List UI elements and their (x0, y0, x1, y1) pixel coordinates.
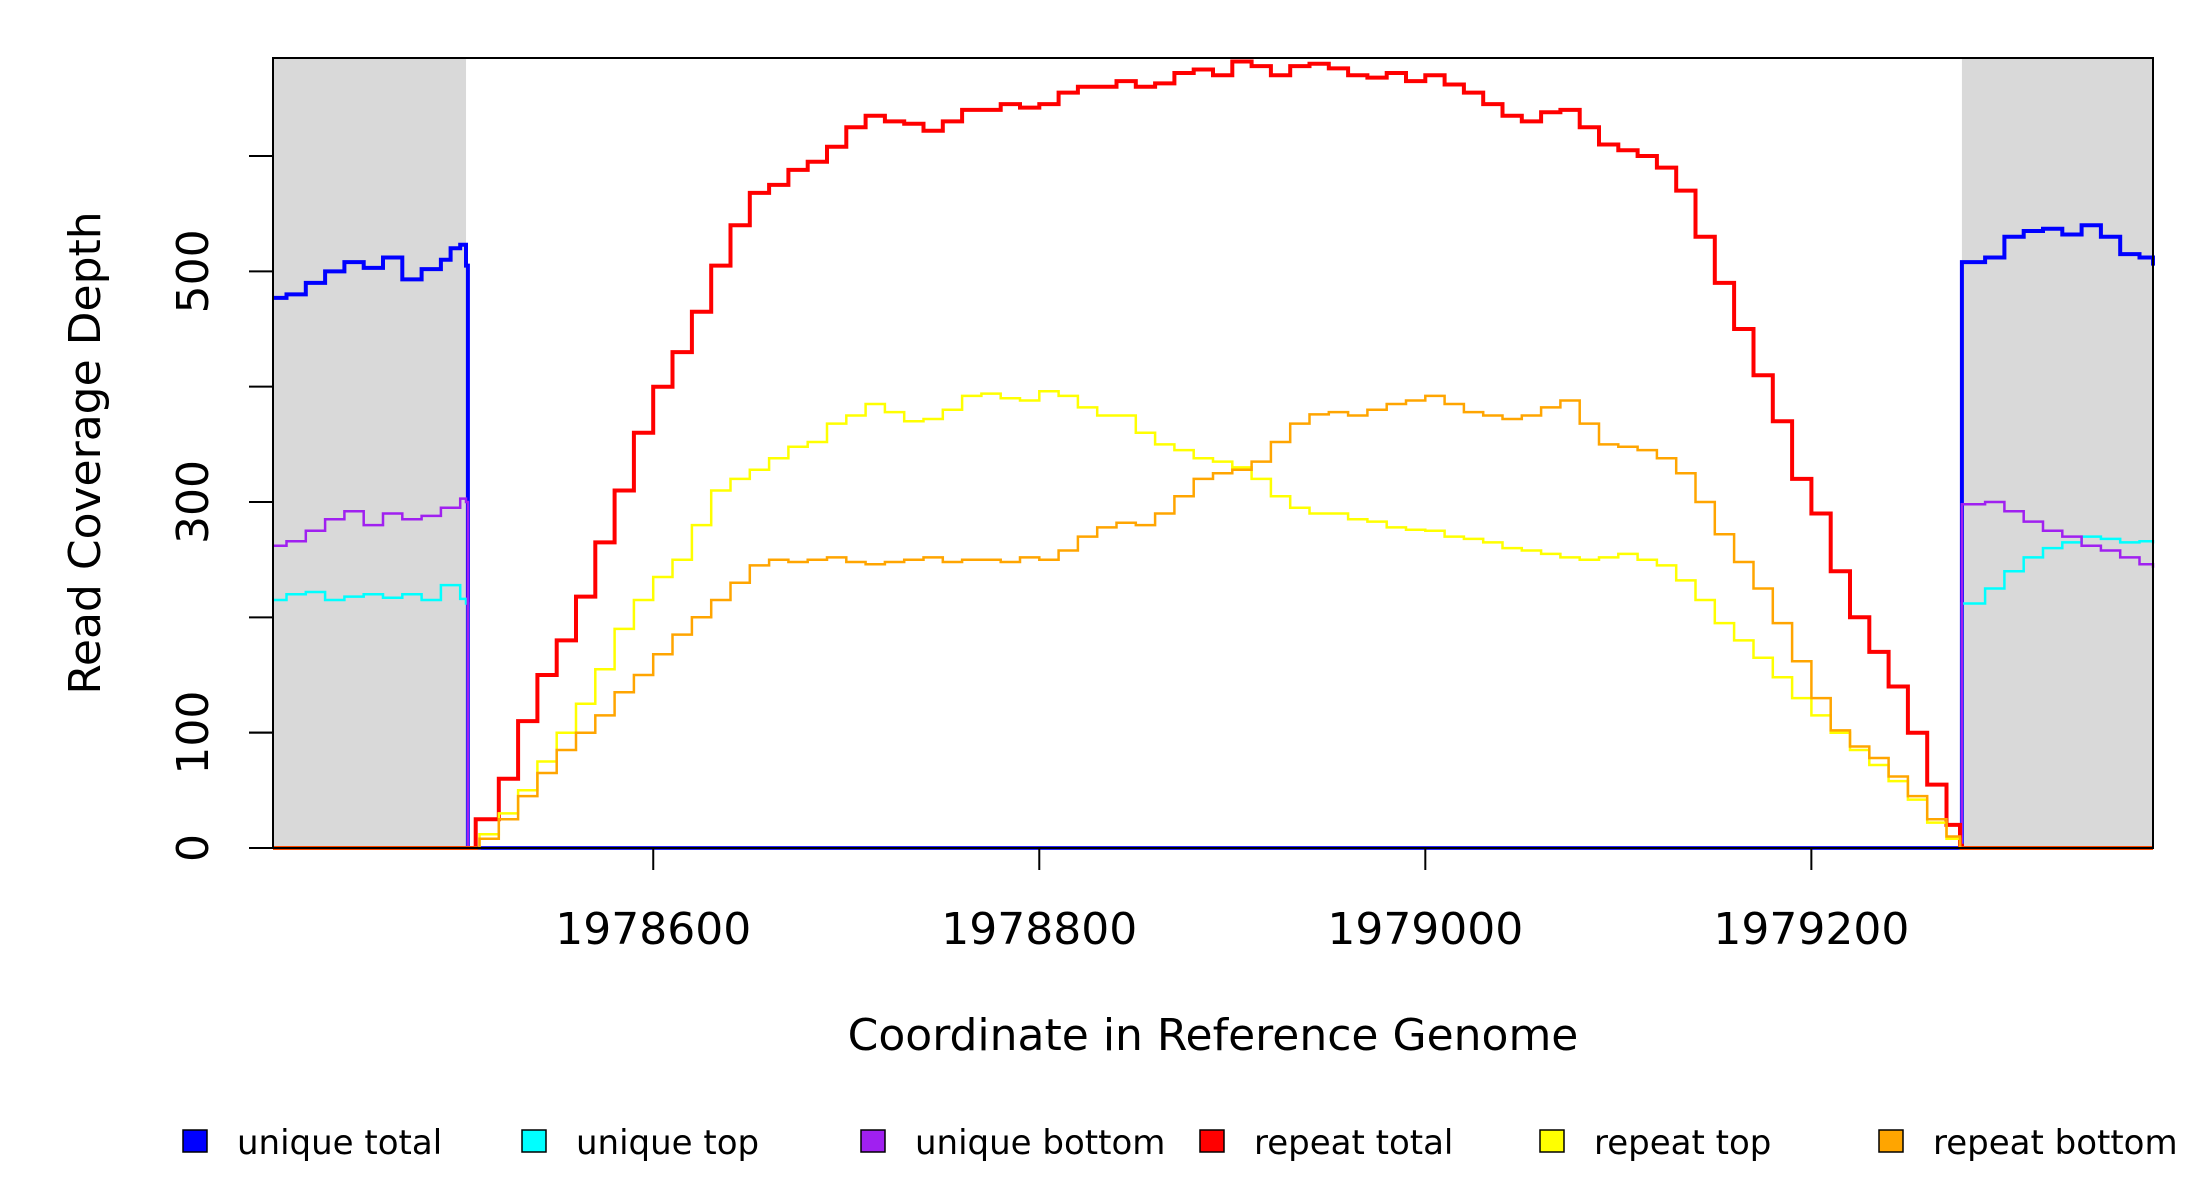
y-tick-label: 100 (168, 691, 219, 775)
y-tick-label: 0 (168, 834, 219, 862)
series-line-unique-top (273, 535, 2155, 850)
legend-item-unique-bottom: unique bottom (860, 1123, 1165, 1163)
legend-swatch (521, 1129, 547, 1153)
legend-swatch (860, 1129, 886, 1153)
series-line-unique-total (273, 223, 2155, 850)
y-axis: 0 100 300 500 (168, 155, 273, 862)
series-line-repeat-bottom (273, 394, 2153, 850)
legend-swatch (1539, 1129, 1565, 1153)
x-tick-label: 1978600 (555, 904, 751, 955)
legend-item-repeat-bottom: repeat bottom (1878, 1123, 2178, 1163)
legend-item-unique-top: unique top (521, 1123, 759, 1163)
series-line-repeat-total (273, 59, 2153, 850)
y-axis-title: Read Coverage Depth (60, 211, 111, 694)
legend-swatch (1199, 1129, 1225, 1153)
legend-item-unique-total: unique total (182, 1123, 442, 1163)
x-tick-label: 1978800 (941, 904, 1137, 955)
y-tick-label: 300 (168, 460, 219, 544)
legend: unique total unique top unique bottom repea… (182, 1123, 2178, 1163)
legend-label: repeat total (1254, 1123, 1453, 1163)
plot-frame (272, 57, 2154, 849)
legend-swatch (1878, 1129, 1904, 1153)
unique-region-1 (273, 58, 467, 848)
x-tick-label: 1979000 (1327, 904, 1523, 955)
legend-item-repeat-total: repeat total (1199, 1123, 1453, 1163)
x-tick-label: 1979200 (1713, 904, 1909, 955)
x-axis-title: Coordinate in Reference Genome (848, 1010, 1579, 1061)
unique-region-shading (273, 58, 2153, 848)
series-line-repeat-top (273, 390, 2153, 850)
legend-label: unique bottom (915, 1123, 1165, 1163)
legend-label: unique top (576, 1123, 759, 1163)
unique-region-2 (1961, 58, 2153, 848)
legend-swatch (182, 1129, 208, 1153)
y-tick-label: 500 (168, 229, 219, 313)
series-line-unique-bottom (273, 497, 2155, 850)
legend-label: unique total (237, 1123, 442, 1163)
x-axis: 1978600 1978800 1979000 1979200 (555, 848, 1909, 955)
series-lines (273, 59, 2155, 850)
legend-label: repeat bottom (1933, 1123, 2178, 1163)
legend-label: repeat top (1594, 1123, 1771, 1163)
legend-item-repeat-top: repeat top (1539, 1123, 1771, 1163)
